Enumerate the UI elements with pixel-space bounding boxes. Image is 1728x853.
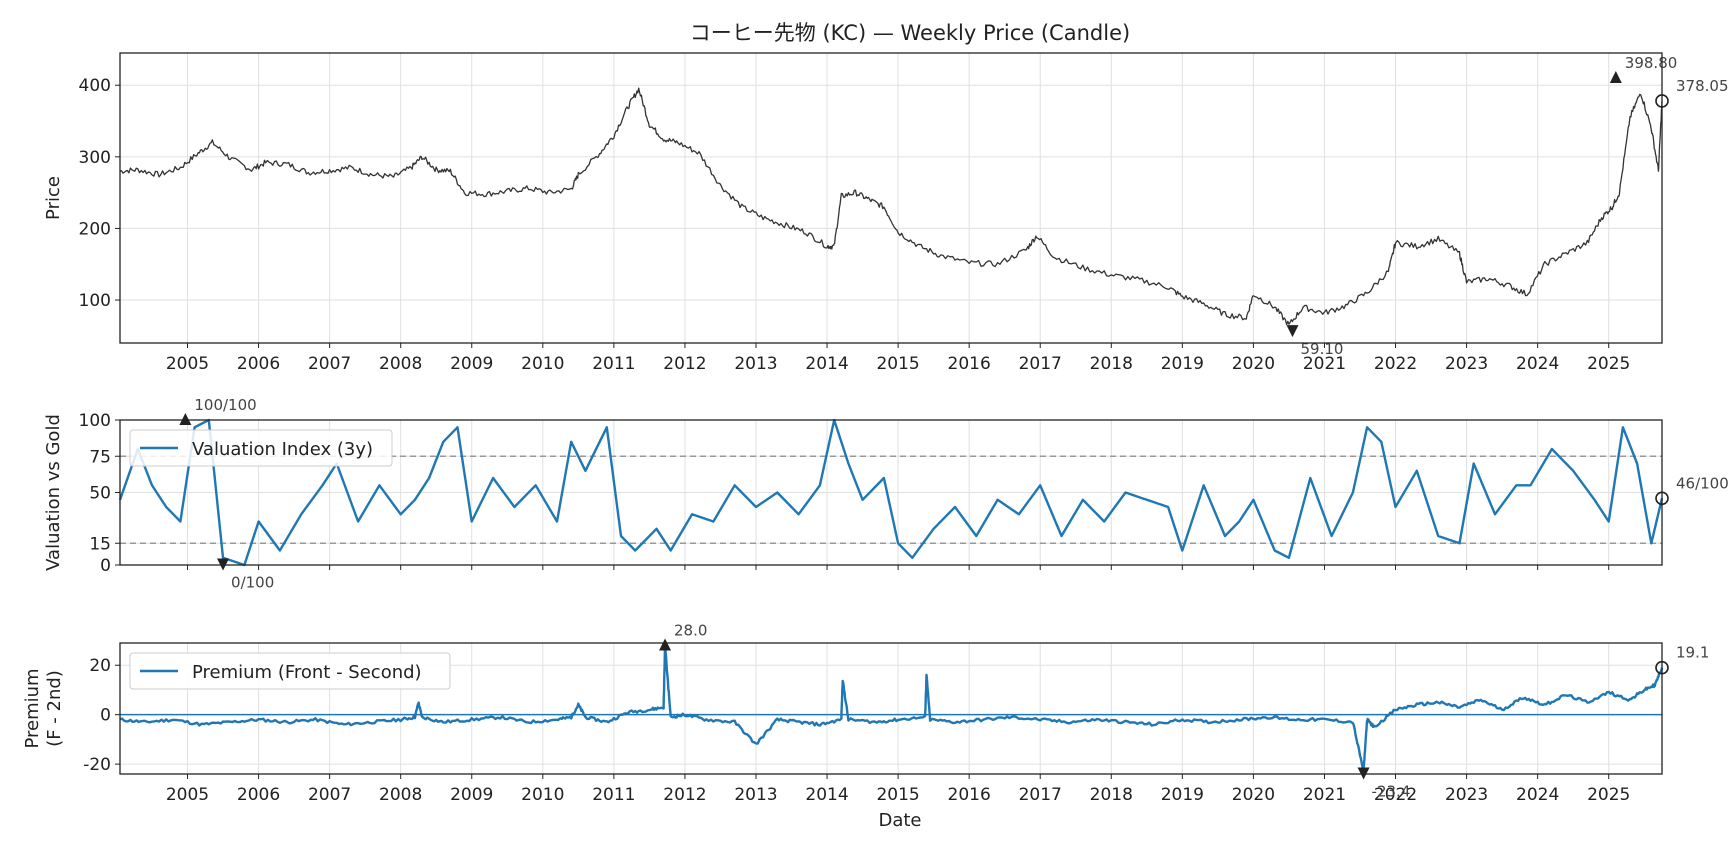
price-x-tick-label: 2006 [237,354,280,374]
price-x-tick-label: 2008 [379,354,422,374]
premium-max-marker [659,638,672,651]
price-x-tick-label: 2009 [450,354,493,374]
price-x-tick-label: 2016 [948,354,991,374]
valuation-legend-box [129,429,393,467]
price-max-label: 398.80 [1625,54,1678,72]
price-y-tick-label: 200 [79,219,111,239]
valuation-y-tick-label: 75 [89,447,111,467]
price-x-tick-label: 2012 [663,354,706,374]
valuation-legend-label: Valuation Index (3y) [192,439,373,460]
valuation-y-axis-label: Valuation vs Gold [43,414,64,571]
premium-y-tick-label: 20 [89,656,111,676]
premium-x-tick-label: 2008 [379,785,422,805]
price-x-tick-label: 2005 [166,354,209,374]
valuation-y-tick-label: 50 [89,484,111,504]
premium-x-tick-label: 2009 [450,785,493,805]
price-x-tick-label: 2014 [805,354,848,374]
premium-x-tick-label: 2019 [1161,785,1204,805]
valuation-y-tick-label: 100 [79,411,111,431]
premium-min-label: -23.4 [1372,783,1411,801]
price-last-label: 378.05 [1676,77,1728,95]
premium-y-axis-label-line2: (F - 2nd) [44,670,65,747]
price-min-label: 59.10 [1300,340,1343,358]
premium-x-tick-label: 2010 [521,785,564,805]
premium-y-axis-label: Premium [22,668,43,748]
price-y-tick-label: 300 [79,148,111,168]
price-x-tick-label: 2023 [1445,354,1488,374]
premium-y-tick-label: -20 [83,755,111,775]
x-axis-label: Date [878,810,921,831]
premium-x-tick-label: 2025 [1587,785,1630,805]
price-x-tick-label: 2022 [1374,354,1417,374]
price-y-tick-label: 100 [79,291,111,311]
valuation-min-label: 0/100 [231,574,274,592]
price-min-marker [1286,325,1299,338]
price-x-tick-label: 2018 [1090,354,1133,374]
premium-x-tick-label: 2014 [805,785,848,805]
premium-x-tick-label: 2020 [1232,785,1275,805]
premium-last-label: 19.1 [1676,644,1709,662]
valuation-last-label: 46/100 [1676,474,1728,492]
price-x-tick-label: 2019 [1161,354,1204,374]
premium-x-tick-label: 2022 [1374,785,1417,805]
premium-frame [119,642,1663,775]
premium-x-tick-label: 2007 [308,785,351,805]
premium-legend-label: Premium (Front - Second) [192,662,422,683]
premium-x-tick-label: 2012 [663,785,706,805]
price-x-tick-label: 2017 [1019,354,1062,374]
price-y-tick-label: 400 [79,76,111,96]
price-x-tick-label: 2010 [521,354,564,374]
price-x-tick-label: 2015 [876,354,919,374]
premium-x-tick-label: 2024 [1516,785,1559,805]
premium-panel: -20 0 20 2005 2006 2007 2008 2009 2010 2011 2012 20… [22,621,1709,805]
valuation-max-label: 100/100 [194,396,256,414]
valuation-y-tick-label: 15 [89,534,111,554]
price-x-tick-label: 2021 [1303,354,1346,374]
price-frame [119,52,1663,344]
valuation-series-line [118,418,1664,567]
price-x-tick-label: 2013 [734,354,777,374]
premium-legend-box [129,652,451,690]
premium-x-tick-label: 2015 [876,785,919,805]
valuation-y-tick-label: 0 [100,556,111,576]
premium-x-tick-label: 2005 [166,785,209,805]
premium-y-tick-label: 0 [100,706,111,726]
chart-title: コーヒー先物 (KC) — Weekly Price (Candle) [690,21,1130,45]
premium-max-label: 28.0 [674,621,707,639]
premium-x-tick-label: 2013 [734,785,777,805]
price-x-tick-label: 2024 [1516,354,1559,374]
premium-x-tick-label: 2006 [237,785,280,805]
price-x-tick-label: 2020 [1232,354,1275,374]
valuation-panel: 015 50 75 100 100/100 0/100 46/100 Valuation vs… [43,396,1728,592]
valuation-max-marker [179,413,192,425]
premium-x-tick-label: 2016 [948,785,991,805]
premium-x-tick-label: 2023 [1445,785,1488,805]
price-y-axis-label: Price [43,176,64,220]
price-panel: 100 200 300 400 2005 2006 2007 2008 2009 2010 2011… [43,52,1728,374]
premium-x-tick-label: 2021 [1303,785,1346,805]
valuation-frame [119,419,1663,566]
price-max-marker [1609,71,1622,84]
price-x-tick-label: 2011 [592,354,635,374]
price-x-tick-label: 2007 [308,354,351,374]
premium-x-tick-label: 2011 [592,785,635,805]
price-series-line [119,87,1663,326]
premium-x-tick-label: 2017 [1019,785,1062,805]
price-x-tick-label: 2025 [1587,354,1630,374]
premium-x-tick-label: 2018 [1090,785,1133,805]
premium-series-line [119,645,1664,772]
